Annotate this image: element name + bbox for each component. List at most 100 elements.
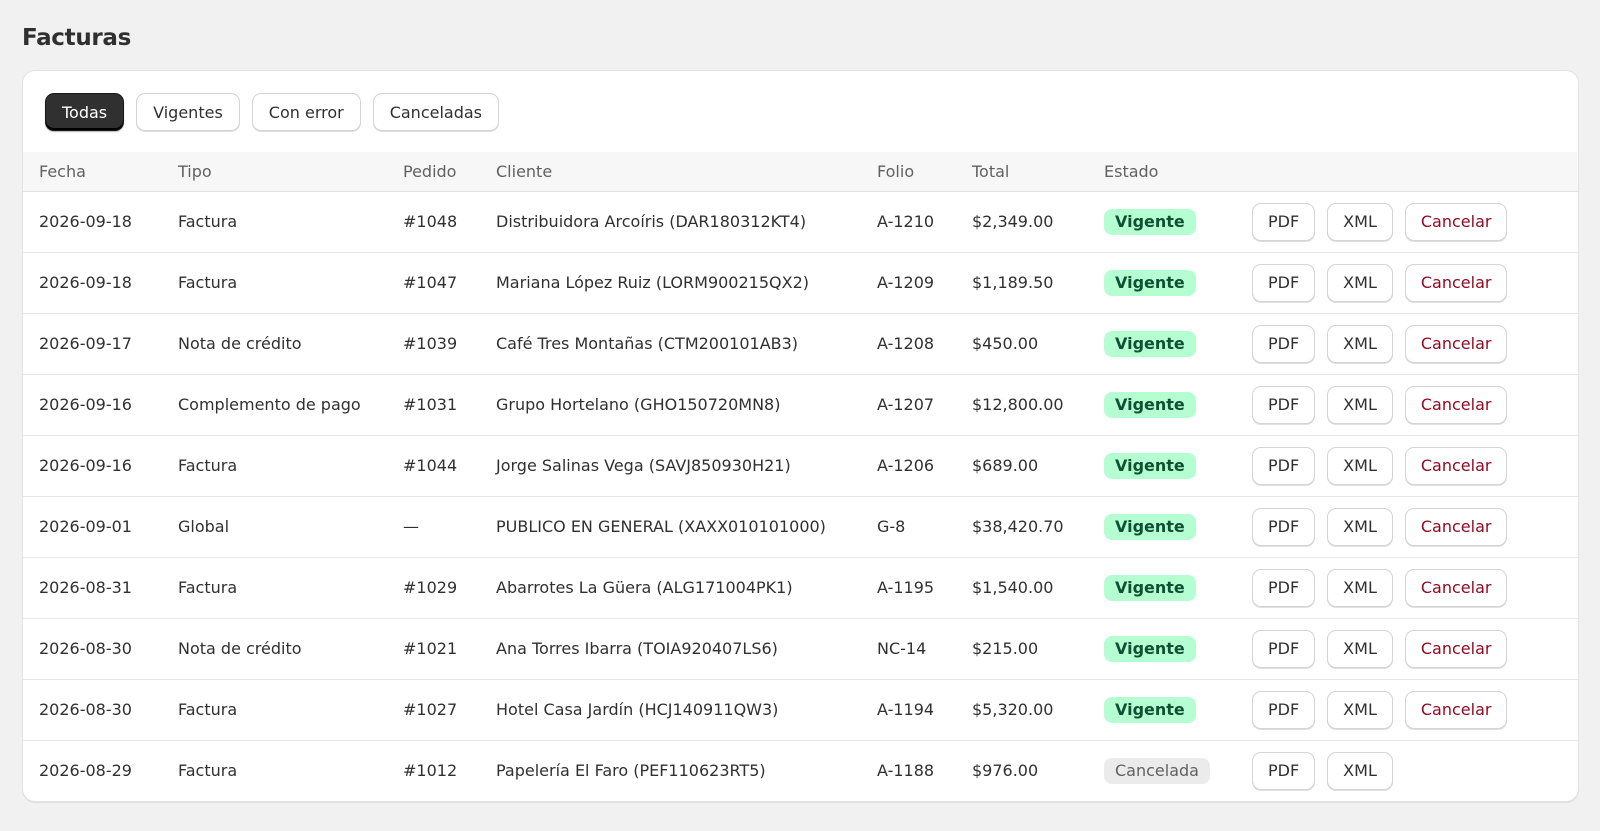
- header-folio[interactable]: Folio: [861, 152, 956, 192]
- table-row[interactable]: 2026-08-30 Factura #1027 Hotel Casa Jardín …: [23, 679, 1578, 741]
- pdf-button[interactable]: PDF: [1252, 751, 1316, 790]
- cell-tipo: Factura: [162, 191, 387, 253]
- cell-fecha: 2026-09-16: [23, 435, 162, 497]
- table-row[interactable]: 2026-09-01 Global — PUBLICO EN GENERAL (XAX…: [23, 496, 1578, 558]
- pdf-button[interactable]: PDF: [1252, 202, 1316, 241]
- cell-estado: Vigente: [1088, 557, 1236, 619]
- cancel-button[interactable]: Cancelar: [1404, 385, 1508, 424]
- cell-tipo: Factura: [178, 761, 238, 781]
- cell-folio: A-1209: [861, 252, 956, 314]
- status-badge: Vigente: [1104, 452, 1196, 479]
- pdf-button[interactable]: PDF: [1252, 568, 1316, 607]
- cell-estado: Vigente: [1088, 496, 1236, 558]
- cell-pedido: #1031: [387, 374, 480, 436]
- cell-cliente: PUBLICO EN GENERAL (XAXX010101000): [480, 496, 861, 558]
- status-badge: Vigente: [1104, 513, 1196, 540]
- cell-total: $12,800.00: [956, 374, 1088, 436]
- pdf-button[interactable]: PDF: [1252, 690, 1316, 729]
- xml-button[interactable]: XML: [1327, 202, 1393, 241]
- cell-cliente: Hotel Casa Jardín (HCJ140911QW3): [480, 679, 861, 741]
- page: Facturas Todas Vigentes Con error Cancel…: [22, 25, 1579, 802]
- cell-pedido: —: [387, 496, 480, 558]
- cell-actions: PDF XML Cancelar: [1236, 435, 1578, 497]
- pdf-button[interactable]: PDF: [1252, 324, 1316, 363]
- cancel-button[interactable]: Cancelar: [1404, 629, 1508, 668]
- cell-total: $450.00: [956, 313, 1088, 375]
- table-row[interactable]: 2026-09-16 Complemento de pago #1031 Grupo …: [23, 374, 1578, 436]
- cell-fecha: 2026-09-18: [23, 191, 162, 253]
- pdf-button[interactable]: PDF: [1252, 507, 1316, 546]
- table-row[interactable]: 2026-08-31 Factura #1029 Abarrotes La Güera…: [23, 557, 1578, 619]
- cell-estado: Vigente: [1088, 679, 1236, 741]
- xml-button[interactable]: XML: [1327, 324, 1393, 363]
- pdf-button[interactable]: PDF: [1252, 446, 1316, 485]
- tab-con-error[interactable]: Con error: [251, 93, 361, 131]
- status-badge: Vigente: [1104, 391, 1196, 418]
- cancel-button[interactable]: Cancelar: [1404, 202, 1508, 241]
- tab-todas[interactable]: Todas: [45, 93, 125, 131]
- cell-fecha: 2026-09-17: [23, 313, 162, 375]
- cell-actions: PDF XML Cancelar: [1236, 618, 1578, 680]
- status-badge: Vigente: [1104, 635, 1196, 662]
- header-cliente[interactable]: Cliente: [480, 152, 861, 192]
- cancel-button[interactable]: Cancelar: [1404, 324, 1508, 363]
- page-title: Facturas: [22, 25, 132, 51]
- cell-cliente: Grupo Hortelano (GHO150720MN8): [480, 374, 861, 436]
- table-row[interactable]: 2026-09-16 Factura #1044 Jorge Salinas Vega…: [23, 435, 1578, 497]
- cell-pedido: #1048: [387, 191, 480, 253]
- cell-folio: A-1195: [861, 557, 956, 619]
- cell-cliente: Jorge Salinas Vega (SAVJ850930H21): [480, 435, 861, 497]
- tab-canceladas[interactable]: Canceladas: [372, 93, 500, 131]
- cancel-button[interactable]: Cancelar: [1404, 446, 1508, 485]
- row-actions: PDF XML: [1252, 751, 1578, 790]
- cell-tipo: Global: [162, 496, 387, 558]
- cell-tipo: Factura: [162, 679, 387, 741]
- invoices-table: Fecha Tipo Pedido Cliente Folio Total Es…: [23, 152, 1578, 801]
- cell-tipo: Nota de crédito: [162, 618, 387, 680]
- cell-folio: A-1210: [861, 191, 956, 253]
- xml-button[interactable]: XML: [1327, 751, 1393, 790]
- header-total[interactable]: Total: [956, 152, 1088, 192]
- cell-pedido: #1044: [387, 435, 480, 497]
- cell-total: $1,189.50: [956, 252, 1088, 314]
- table-row[interactable]: 2026-08-29 Factura #1012 Papelería El Faro …: [23, 740, 1578, 801]
- pdf-button[interactable]: PDF: [1252, 629, 1316, 668]
- cell-actions: PDF XML Cancelar: [1236, 191, 1578, 253]
- cell-fecha: 2026-08-30: [23, 618, 162, 680]
- header-tipo[interactable]: Tipo: [162, 152, 387, 192]
- cancel-button[interactable]: Cancelar: [1404, 568, 1508, 607]
- xml-button[interactable]: XML: [1327, 507, 1393, 546]
- table-row[interactable]: 2026-09-17 Nota de crédito #1039 Café Tres …: [23, 313, 1578, 375]
- tab-vigentes[interactable]: Vigentes: [136, 93, 240, 131]
- xml-button[interactable]: XML: [1327, 446, 1393, 485]
- cancel-button[interactable]: Cancelar: [1404, 690, 1508, 729]
- cell-total: $689.00: [956, 435, 1088, 497]
- cell-folio: NC-14: [861, 618, 956, 680]
- header-actions: [1236, 152, 1578, 192]
- status-badge: Vigente: [1104, 574, 1196, 601]
- table-row[interactable]: 2026-09-18 Factura #1048 Distribuidora Arco…: [23, 191, 1578, 253]
- row-actions: PDF XML Cancelar: [1252, 690, 1578, 729]
- header-pedido[interactable]: Pedido: [387, 152, 480, 192]
- status-badge: Vigente: [1104, 330, 1196, 357]
- cell-cliente: Papelería El Faro (PEF110623RT5): [496, 761, 766, 781]
- cell-total: $2,349.00: [956, 191, 1088, 253]
- cell-tipo: Nota de crédito: [162, 313, 387, 375]
- xml-button[interactable]: XML: [1327, 263, 1393, 302]
- header-estado[interactable]: Estado: [1088, 152, 1236, 192]
- xml-button[interactable]: XML: [1327, 568, 1393, 607]
- row-actions: PDF XML Cancelar: [1252, 629, 1578, 668]
- table-row[interactable]: 2026-08-30 Nota de crédito #1021 Ana Torres…: [23, 618, 1578, 680]
- cell-estado: Vigente: [1088, 618, 1236, 680]
- cell-fecha: 2026-08-30: [23, 679, 162, 741]
- table-row[interactable]: 2026-09-18 Factura #1047 Mariana López Ruiz…: [23, 252, 1578, 314]
- xml-button[interactable]: XML: [1327, 629, 1393, 668]
- xml-button[interactable]: XML: [1327, 385, 1393, 424]
- cancel-button[interactable]: Cancelar: [1404, 263, 1508, 302]
- cancel-button[interactable]: Cancelar: [1404, 507, 1508, 546]
- table-header-row: Fecha Tipo Pedido Cliente Folio Total Es…: [23, 152, 1578, 192]
- header-fecha[interactable]: Fecha: [23, 152, 162, 192]
- pdf-button[interactable]: PDF: [1252, 385, 1316, 424]
- pdf-button[interactable]: PDF: [1252, 263, 1316, 302]
- xml-button[interactable]: XML: [1327, 690, 1393, 729]
